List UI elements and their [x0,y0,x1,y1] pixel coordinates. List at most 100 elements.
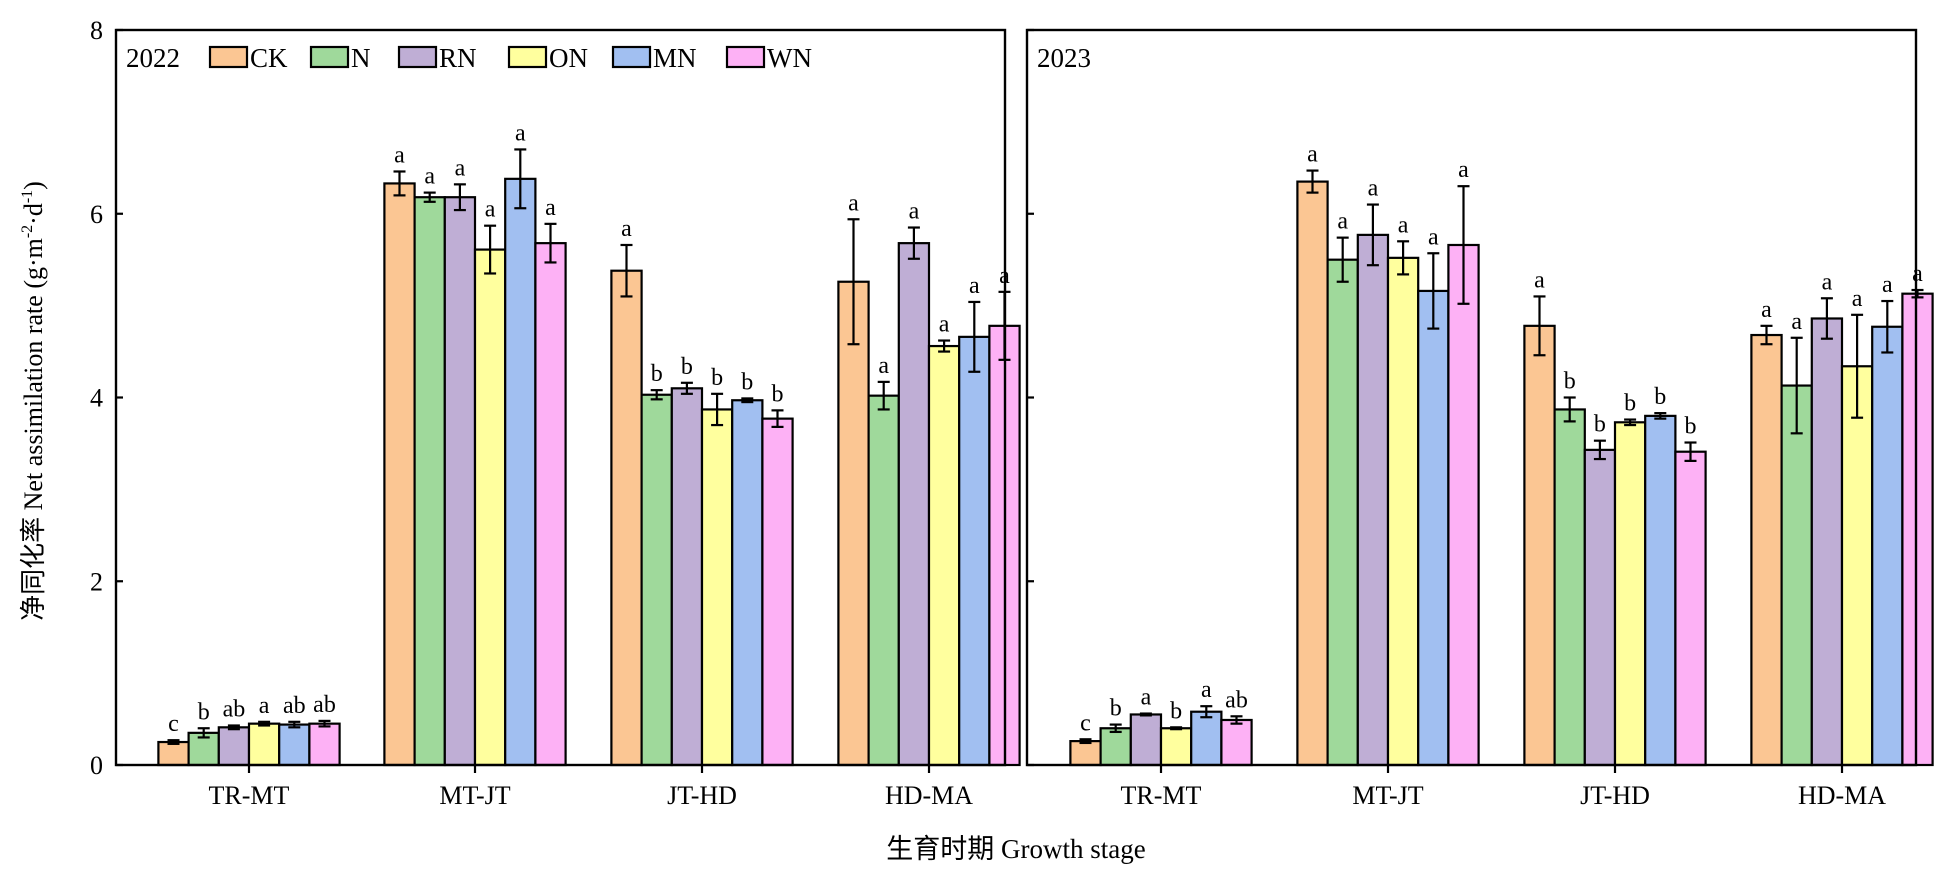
bar-2022-MT-JT-WN [534,242,567,767]
bar-2022-MT-JT-RN [443,196,477,767]
significance-letter: a [1141,685,1152,711]
bar-2023-HD-MA-CK [1750,333,1783,767]
significance-letter: ab [223,696,246,722]
significance-letter: a [1822,269,1833,295]
significance-letter: b [198,699,210,725]
bar-2022-HD-MA-MN [958,335,991,767]
legend-swatch [397,45,438,69]
significance-letter: b [681,354,693,380]
bar-2023-TR-MT-WN [1220,718,1253,767]
significance-letter: a [1912,261,1923,287]
y-tick-label: 8 [90,16,103,45]
significance-letter: a [1534,267,1545,293]
bar-2023-JT-HD-WN [1674,450,1707,767]
x-tick-label: MT-JT [1352,781,1423,810]
significance-letter: a [1761,297,1772,323]
bar-2023-JT-HD-N [1553,408,1586,767]
bar-2023-TR-MT-N [1099,727,1132,767]
bar-2022-JT-HD-ON [700,408,734,767]
significance-letter: ab [283,693,306,719]
significance-letter: a [1368,176,1379,202]
bar-2022-TR-MT-RN [217,726,251,767]
y-tick-label: 2 [90,567,103,596]
bar-2023-MT-JT-ON [1386,256,1420,767]
bar-2023-MT-JT-CK [1296,180,1329,767]
bar-2022-HD-MA-ON [927,344,961,767]
bar-2023-MT-JT-WN [1447,243,1480,767]
x-tick-label: TR-MT [1121,781,1202,810]
bar-2022-JT-HD-WN [761,417,794,767]
significance-letter: b [1170,698,1182,724]
bar-2022-MT-JT-ON [473,248,507,767]
y-axis-label-text: ) [19,181,48,190]
bar-2023-HD-MA-N [1780,384,1813,767]
y-axis-label-text: 净同化率 Net assimilation rate (g·m [19,238,48,621]
significance-letter: b [1594,412,1606,438]
legend-item-ON: ON [507,43,588,73]
legend: CK N RN ON MN WN [208,43,812,73]
significance-letter: a [515,120,526,146]
significance-letter: c [1080,710,1091,736]
y-tick-label: 0 [90,751,103,780]
significance-letter: a [394,142,405,168]
bar-2022-TR-MT-WN [308,722,341,767]
x-tick-label: MT-JT [439,781,510,810]
significance-letter: a [485,197,496,223]
panel-title: 2023 [1037,43,1091,73]
significance-letter: b [1685,414,1697,440]
bar-2023-MT-JT-MN [1417,289,1450,767]
bar-2022-JT-HD-CK [610,269,643,767]
x-axis-label: 生育时期 Growth stage [886,834,1145,864]
bar-2022-HD-MA-N [867,394,900,767]
significance-letter: b [772,381,784,407]
significance-letter: b [1624,391,1636,417]
legend-label: MN [653,43,697,73]
significance-letter: a [621,216,632,242]
bar-2023-HD-MA-ON [1840,365,1874,767]
significance-letter: c [168,711,179,737]
x-tick-label: TR-MT [209,781,290,810]
bar-2023-TR-MT-MN [1190,710,1223,767]
bar-2022-TR-MT-ON [247,722,281,767]
significance-letter: a [909,199,920,225]
bar-2022-JT-HD-N [640,393,673,767]
bar-2023-MT-JT-N [1326,258,1359,767]
significance-letter: a [545,195,556,221]
bar-2023-HD-MA-WN [1901,292,1934,767]
legend-item-CK: CK [208,43,288,73]
panel-title: 2022 [126,43,180,73]
bar-2023-TR-MT-RN [1129,713,1163,767]
legend-item-WN: WN [725,43,812,73]
significance-letter: a [1398,212,1409,238]
significance-letter: a [1882,272,1893,298]
legend-item-MN: MN [611,43,697,73]
legend-swatch [507,45,548,69]
significance-letter: a [969,273,980,299]
bar-2022-MT-JT-N [413,196,446,767]
bar-2022-TR-MT-CK [157,740,190,767]
significance-letter: a [1852,286,1863,312]
bar-2023-JT-HD-RN [1583,448,1617,767]
bar-2022-TR-MT-MN [278,723,311,767]
bar-2022-MT-JT-CK [383,182,416,767]
bar-2023-JT-HD-CK [1523,324,1556,767]
legend-swatch [309,45,350,69]
significance-letter: ab [313,692,336,718]
significance-letter: b [1564,369,1576,395]
y-axis-label: 净同化率 Net assimilation rate (g·m-2·d-1) [19,181,48,621]
significance-letter: b [1654,384,1666,410]
y-axis-label-superscript: -1 [19,190,36,203]
bar-2022-HD-MA-CK [837,280,870,767]
bar-2022-HD-MA-RN [897,242,931,767]
legend-label: CK [250,43,288,73]
bar-2022-JT-HD-RN [670,387,704,767]
significance-letter: a [455,155,466,181]
bar-2023-MT-JT-RN [1356,233,1390,767]
y-axis-label-text: ·d [19,203,48,225]
bar-2023-HD-MA-MN [1871,325,1904,767]
significance-letter: b [711,365,723,391]
significance-letter: a [1201,677,1212,703]
